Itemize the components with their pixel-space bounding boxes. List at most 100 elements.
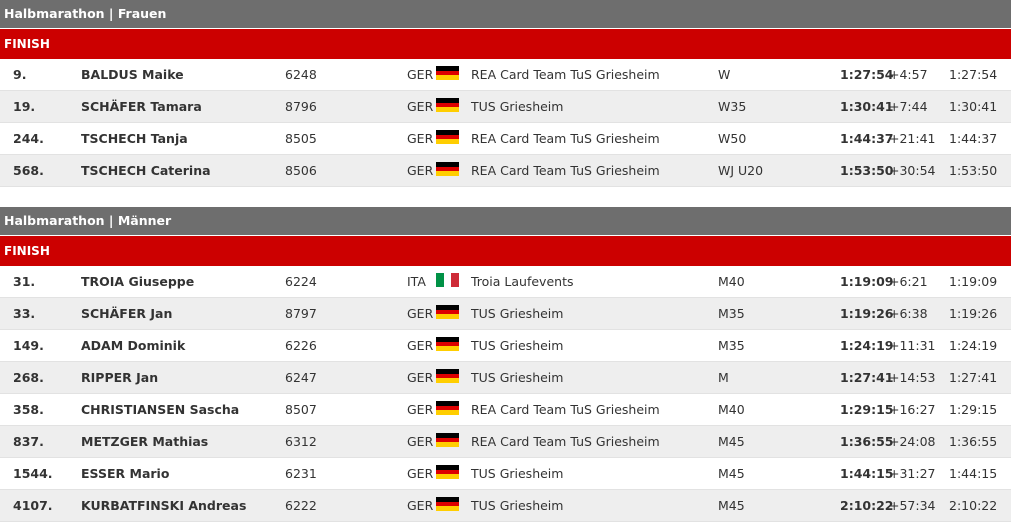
de-flag-icon [436, 130, 459, 145]
de-flag-icon [436, 305, 459, 320]
athlete-name[interactable]: ADAM Dominik [81, 338, 186, 353]
time-gap: +14:53 [889, 370, 936, 385]
athlete-name[interactable]: SCHÄFER Jan [81, 306, 173, 321]
result-row[interactable]: 149. ADAM Dominik 6226 GER TUS Griesheim M35 1… [0, 330, 1011, 362]
finish-time: 1:19:09 [840, 274, 894, 289]
nationality: GER [407, 163, 434, 178]
bib-number: 6224 [285, 274, 317, 289]
rank-cell: 19. [13, 99, 36, 114]
nationality: GER [407, 370, 434, 385]
finish-time: 1:29:15 [840, 402, 894, 417]
result-row[interactable]: 31. TROIA Giuseppe 6224 ITA Troia Laufevents… [0, 266, 1011, 298]
result-row[interactable]: 358. CHRISTIANSEN Sascha 8507 GER REA Card T… [0, 394, 1011, 426]
athlete-name[interactable]: TROIA Giuseppe [81, 274, 195, 289]
net-time: 1:53:50 [949, 163, 998, 178]
club-name: REA Card Team TuS Griesheim [471, 402, 660, 417]
age-category: M45 [718, 434, 745, 449]
nationality: GER [407, 434, 434, 449]
net-time: 1:24:19 [949, 338, 998, 353]
nationality: GER [407, 131, 434, 146]
club-name: Troia Laufevents [471, 274, 574, 289]
bib-number: 6247 [285, 370, 317, 385]
de-flag-icon [436, 433, 459, 448]
finish-time: 1:30:41 [840, 99, 894, 114]
result-row[interactable]: 244. TSCHECH Tanja 8505 GER REA Card Team Tu… [0, 123, 1011, 155]
net-time: 1:19:09 [949, 274, 998, 289]
section-header[interactable]: Halbmarathon | Frauen [0, 0, 1011, 28]
result-row[interactable]: 4107. KURBATFINSKI Andreas 6222 GER TUS Grie… [0, 490, 1011, 522]
nationality: GER [407, 402, 434, 417]
athlete-name[interactable]: ESSER Mario [81, 466, 170, 481]
athlete-name[interactable]: RIPPER Jan [81, 370, 159, 385]
age-category: M45 [718, 466, 745, 481]
bib-number: 8797 [285, 306, 317, 321]
de-flag-icon [436, 401, 459, 416]
club-name: TUS Griesheim [471, 466, 564, 481]
de-flag-icon [436, 497, 459, 512]
de-flag-icon [436, 98, 459, 113]
nationality: ITA [407, 274, 426, 289]
time-gap: +30:54 [889, 163, 936, 178]
net-time: 1:30:41 [949, 99, 998, 114]
club-name: TUS Griesheim [471, 306, 564, 321]
athlete-name[interactable]: METZGER Mathias [81, 434, 209, 449]
nationality: GER [407, 99, 434, 114]
finish-time: 1:44:37 [840, 131, 894, 146]
bib-number: 8506 [285, 163, 317, 178]
athlete-name[interactable]: CHRISTIANSEN Sascha [81, 402, 240, 417]
club-name: TUS Griesheim [471, 338, 564, 353]
finish-time: 1:44:15 [840, 466, 894, 481]
rank-cell: 837. [13, 434, 44, 449]
section-spacer [0, 187, 1011, 207]
de-flag-icon [436, 369, 459, 384]
time-gap: +6:38 [889, 306, 928, 321]
section-header[interactable]: Halbmarathon | Männer [0, 207, 1011, 235]
rank-cell: 4107. [13, 498, 53, 513]
club-name: REA Card Team TuS Griesheim [471, 131, 660, 146]
finish-time: 2:10:22 [840, 498, 894, 513]
time-gap: +16:27 [889, 402, 936, 417]
finish-time: 1:27:41 [840, 370, 894, 385]
age-category: W50 [718, 131, 747, 146]
time-gap: +57:34 [889, 498, 936, 513]
finish-time: 1:53:50 [840, 163, 894, 178]
de-flag-icon [436, 162, 459, 177]
nationality: GER [407, 67, 434, 82]
nationality: GER [407, 466, 434, 481]
athlete-name[interactable]: KURBATFINSKI Andreas [81, 498, 247, 513]
time-gap: +31:27 [889, 466, 936, 481]
bib-number: 6222 [285, 498, 317, 513]
athlete-name[interactable]: TSCHECH Tanja [81, 131, 188, 146]
time-gap: +7:44 [889, 99, 928, 114]
athlete-name[interactable]: SCHÄFER Tamara [81, 99, 202, 114]
finish-time: 1:19:26 [840, 306, 894, 321]
result-row[interactable]: 9. BALDUS Maike 6248 GER REA Card Team TuS G… [0, 59, 1011, 91]
age-category: W [718, 67, 731, 82]
status-bar: FINISH [0, 28, 1011, 59]
de-flag-icon [436, 465, 459, 480]
de-flag-icon [436, 66, 459, 81]
net-time: 1:36:55 [949, 434, 998, 449]
athlete-name[interactable]: TSCHECH Caterina [81, 163, 211, 178]
finish-time: 1:24:19 [840, 338, 894, 353]
club-name: TUS Griesheim [471, 370, 564, 385]
result-row[interactable]: 1544. ESSER Mario 6231 GER TUS Griesheim M45 1… [0, 458, 1011, 490]
result-row[interactable]: 19. SCHÄFER Tamara 8796 GER TUS Griesheim W35… [0, 91, 1011, 123]
nationality: GER [407, 498, 434, 513]
result-row[interactable]: 268. RIPPER Jan 6247 GER TUS Griesheim M 1:27:… [0, 362, 1011, 394]
bib-number: 8796 [285, 99, 317, 114]
age-category: M35 [718, 338, 745, 353]
time-gap: +4:57 [889, 67, 928, 82]
age-category: M40 [718, 274, 745, 289]
athlete-name[interactable]: BALDUS Maike [81, 67, 184, 82]
rank-cell: 568. [13, 163, 44, 178]
bib-number: 6248 [285, 67, 317, 82]
result-row[interactable]: 568. TSCHECH Caterina 8506 GER REA Card Team… [0, 155, 1011, 187]
nationality: GER [407, 306, 434, 321]
result-row[interactable]: 33. SCHÄFER Jan 8797 GER TUS Griesheim M35 1:1… [0, 298, 1011, 330]
bib-number: 6231 [285, 466, 317, 481]
age-category: W35 [718, 99, 747, 114]
result-row[interactable]: 837. METZGER Mathias 6312 GER REA Card Team … [0, 426, 1011, 458]
bib-number: 8505 [285, 131, 317, 146]
net-time: 1:44:37 [949, 131, 998, 146]
